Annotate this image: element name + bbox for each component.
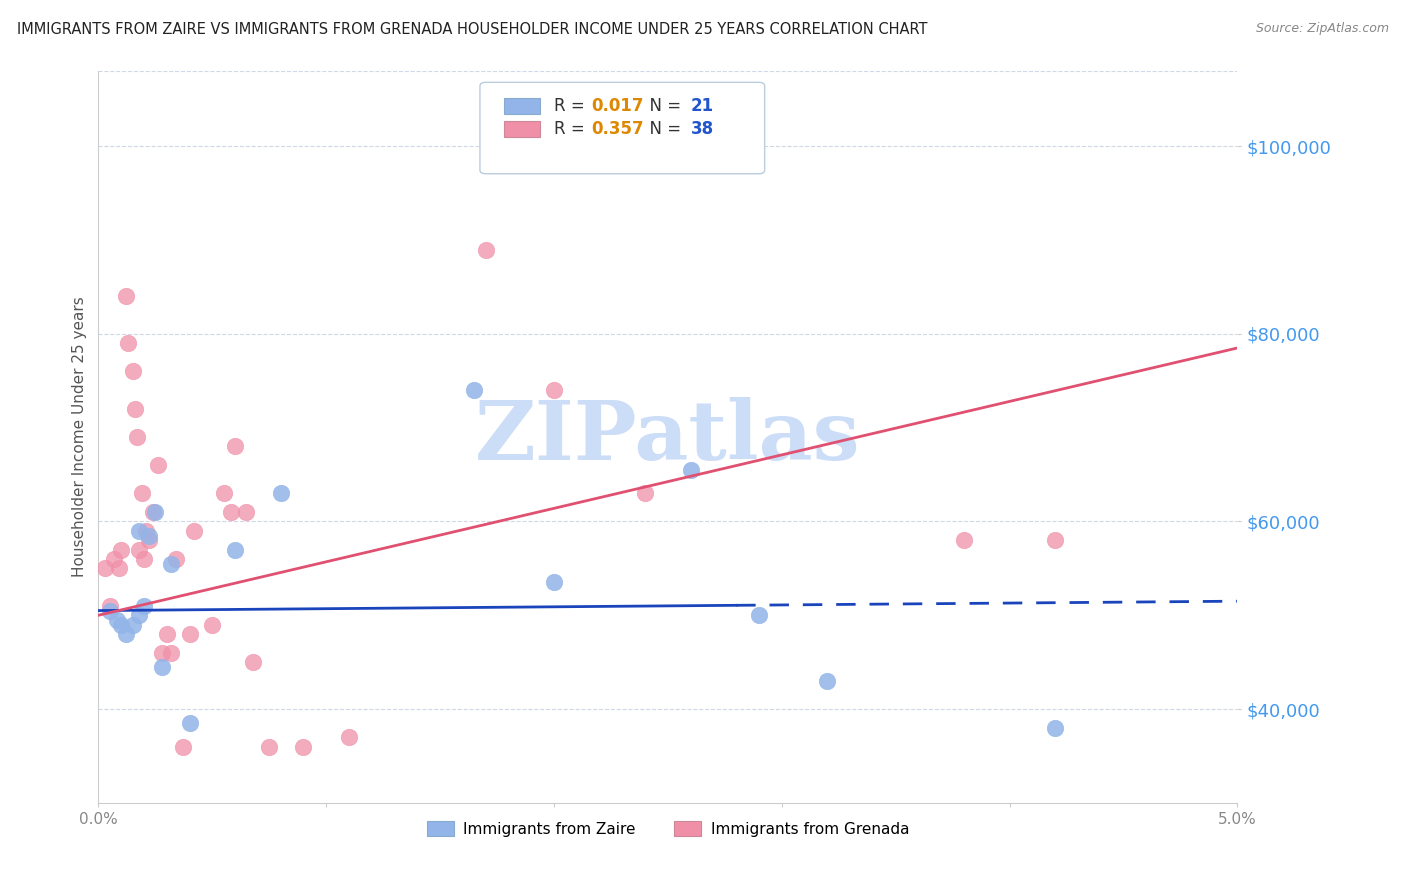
Point	[103, 552, 125, 566]
Text: R =: R =	[554, 120, 591, 138]
Point	[235, 505, 257, 519]
Point	[142, 505, 165, 519]
Text: ZIPatlas: ZIPatlas	[475, 397, 860, 477]
Point	[160, 646, 183, 660]
Point	[270, 486, 292, 500]
Point	[292, 739, 315, 754]
Point	[138, 533, 160, 548]
Point	[337, 730, 360, 744]
FancyBboxPatch shape	[503, 98, 540, 114]
Point	[132, 552, 155, 566]
Point	[179, 627, 201, 641]
Point	[121, 617, 143, 632]
Point	[127, 430, 149, 444]
Point	[224, 440, 246, 454]
Point	[219, 505, 242, 519]
Point	[98, 603, 121, 617]
Point	[748, 608, 770, 623]
Point	[145, 505, 167, 519]
Y-axis label: Householder Income Under 25 years: Householder Income Under 25 years	[72, 297, 87, 577]
Point	[131, 486, 153, 500]
FancyBboxPatch shape	[479, 82, 765, 174]
Text: Source: ZipAtlas.com: Source: ZipAtlas.com	[1256, 22, 1389, 36]
Point	[132, 599, 155, 613]
Point	[114, 289, 136, 303]
Point	[150, 660, 173, 674]
Point	[543, 383, 565, 397]
Point	[543, 575, 565, 590]
Text: 21: 21	[690, 96, 714, 115]
FancyBboxPatch shape	[503, 121, 540, 137]
Point	[953, 533, 976, 548]
Point	[679, 463, 702, 477]
Text: R =: R =	[554, 96, 591, 115]
Point	[463, 383, 485, 397]
Point	[114, 627, 136, 641]
Point	[128, 524, 150, 538]
Point	[259, 739, 281, 754]
Point	[110, 617, 132, 632]
Text: 0.357: 0.357	[592, 120, 644, 138]
Text: IMMIGRANTS FROM ZAIRE VS IMMIGRANTS FROM GRENADA HOUSEHOLDER INCOME UNDER 25 YEA: IMMIGRANTS FROM ZAIRE VS IMMIGRANTS FROM…	[17, 22, 928, 37]
Point	[150, 646, 173, 660]
Point	[242, 655, 264, 669]
Point	[98, 599, 121, 613]
Point	[138, 528, 160, 542]
Point	[128, 542, 150, 557]
Point	[224, 542, 246, 557]
Point	[135, 524, 157, 538]
Point	[117, 336, 139, 351]
Legend: Immigrants from Zaire, Immigrants from Grenada: Immigrants from Zaire, Immigrants from G…	[420, 815, 915, 843]
Text: 0.017: 0.017	[592, 96, 644, 115]
Point	[121, 364, 143, 378]
Point	[110, 542, 132, 557]
Point	[94, 561, 117, 575]
Point	[201, 617, 224, 632]
Point	[183, 524, 205, 538]
Point	[179, 716, 201, 731]
Point	[212, 486, 235, 500]
Text: 38: 38	[690, 120, 714, 138]
Point	[165, 552, 187, 566]
Point	[156, 627, 179, 641]
Point	[124, 401, 146, 416]
Text: N =: N =	[640, 120, 686, 138]
Point	[1043, 721, 1066, 735]
Point	[146, 458, 169, 473]
Point	[128, 608, 150, 623]
Point	[815, 673, 838, 688]
Text: N =: N =	[640, 96, 686, 115]
Point	[1043, 533, 1066, 548]
Point	[634, 486, 657, 500]
Point	[160, 557, 183, 571]
Point	[172, 739, 194, 754]
Point	[474, 243, 496, 257]
Point	[105, 613, 128, 627]
Point	[108, 561, 131, 575]
